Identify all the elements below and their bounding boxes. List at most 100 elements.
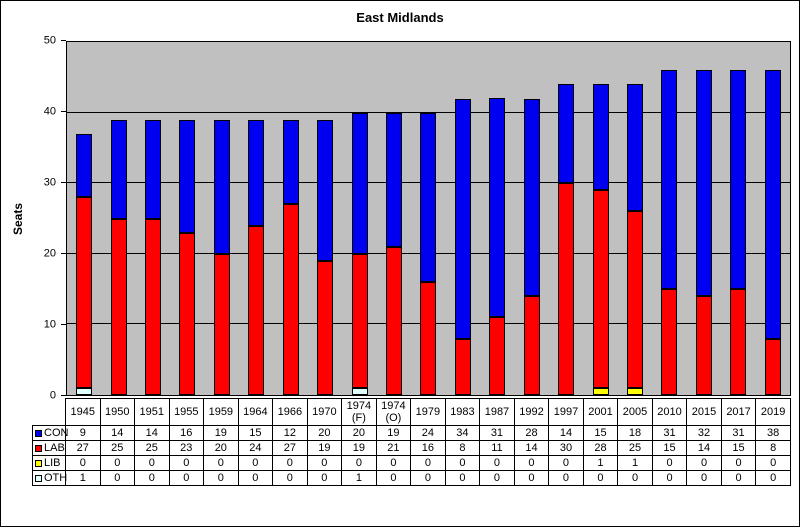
bar-1951 bbox=[145, 42, 162, 395]
value-cell-LIB-1983: 0 bbox=[444, 455, 481, 471]
value-cell-CON-2001: 15 bbox=[582, 425, 619, 441]
value-cell-LIB-1979: 0 bbox=[410, 455, 446, 471]
year-header-1945: 1945 bbox=[65, 398, 101, 426]
bar-segment-LAB-2017 bbox=[730, 289, 747, 395]
y-tick-label-20: 20 bbox=[43, 247, 56, 260]
value-cell-LAB-1959: 20 bbox=[203, 440, 239, 456]
y-tick-label-10: 10 bbox=[43, 318, 56, 331]
year-header-2017: 2017 bbox=[720, 398, 757, 426]
value-cell-LAB-1992: 14 bbox=[513, 440, 550, 456]
bar-1979 bbox=[420, 42, 437, 395]
table-row-OTH: OTH 1 0 0 0 0 0 0 0 1 0 0 0 0 0 0 0 0 0 0 0 0 bbox=[32, 470, 791, 486]
bar-segment-CON-2015 bbox=[695, 70, 712, 297]
bar-segment-CON-2010 bbox=[661, 70, 678, 290]
value-cell-CON-1964: 15 bbox=[237, 425, 274, 441]
bar-segment-CON-1979 bbox=[420, 112, 437, 283]
value-cell-OTH-2019: 0 bbox=[755, 470, 791, 486]
bar-segment-CON-1964 bbox=[248, 119, 265, 226]
table-header-row: 1945 1950 1951 1955 1959 1964 1966 1970 1974 (F)… bbox=[33, 398, 791, 426]
y-tick-label-30: 30 bbox=[43, 176, 56, 189]
value-cell-LIB-1950: 0 bbox=[99, 455, 136, 471]
value-cell-OTH-1955: 0 bbox=[168, 470, 205, 486]
value-cell-OTH-1974 (O): 0 bbox=[375, 470, 412, 486]
bar-1992 bbox=[523, 42, 540, 395]
value-cell-CON-2010: 31 bbox=[651, 425, 688, 441]
legend-swatch-OTH bbox=[35, 475, 42, 482]
value-cell-OTH-1959: 0 bbox=[203, 470, 239, 486]
value-cell-LIB-1974 (F): 0 bbox=[341, 455, 377, 471]
legend-label-CON: CON bbox=[44, 427, 69, 439]
bar-segment-CON-1997 bbox=[558, 84, 575, 184]
bar-segment-LAB-1987 bbox=[489, 317, 506, 395]
bar-1974 (O) bbox=[386, 42, 402, 395]
year-header-2005: 2005 bbox=[617, 398, 653, 426]
bar-segment-LAB-2005 bbox=[626, 211, 643, 388]
legend-cell-LAB: LAB bbox=[32, 440, 66, 456]
value-cell-LAB-1964: 24 bbox=[237, 440, 274, 456]
value-cell-LIB-1945: 0 bbox=[65, 455, 101, 471]
legend-cell-LIB: LIB bbox=[32, 455, 66, 471]
table-corner bbox=[33, 399, 66, 426]
value-cell-LIB-1966: 0 bbox=[272, 455, 308, 471]
bar-segment-LIB-2001 bbox=[592, 387, 609, 395]
bar-1970 bbox=[317, 42, 334, 395]
year-header-2019: 2019 bbox=[755, 398, 791, 426]
value-cell-LIB-1992: 0 bbox=[513, 455, 550, 471]
bar-1955 bbox=[179, 42, 196, 395]
legend-label-OTH: OTH bbox=[44, 472, 68, 484]
bar-1964 bbox=[248, 42, 265, 395]
value-cell-LAB-2017: 15 bbox=[720, 440, 757, 456]
bar-segment-LAB-1983 bbox=[454, 338, 471, 395]
value-cell-OTH-1970: 0 bbox=[306, 470, 343, 486]
value-cell-LIB-2005: 1 bbox=[617, 455, 653, 471]
value-cell-LIB-1970: 0 bbox=[306, 455, 343, 471]
chart-title: East Midlands bbox=[356, 10, 444, 25]
bar-segment-LAB-1945 bbox=[76, 197, 93, 388]
value-cell-LIB-2010: 0 bbox=[651, 455, 688, 471]
bar-segment-LAB-1951 bbox=[145, 218, 162, 395]
value-cell-CON-1951: 14 bbox=[134, 425, 170, 441]
value-cell-CON-2019: 38 bbox=[755, 425, 791, 441]
value-cell-LIB-1951: 0 bbox=[134, 455, 170, 471]
legend-label-LIB: LIB bbox=[44, 457, 61, 469]
value-cell-OTH-1966: 0 bbox=[272, 470, 308, 486]
bar-2001 bbox=[592, 42, 609, 395]
value-cell-CON-1966: 12 bbox=[272, 425, 308, 441]
value-cell-LAB-1974 (F): 19 bbox=[341, 440, 377, 456]
bar-segment-LAB-1970 bbox=[317, 260, 334, 395]
y-tick-mark-10 bbox=[61, 324, 66, 325]
bar-segment-CON-1959 bbox=[213, 119, 230, 254]
value-cell-OTH-1979: 0 bbox=[410, 470, 446, 486]
bar-segment-LAB-1966 bbox=[282, 204, 299, 395]
y-tick-mark-0 bbox=[61, 395, 66, 396]
year-header-2015: 2015 bbox=[686, 398, 722, 426]
value-cell-LAB-2010: 15 bbox=[651, 440, 688, 456]
bar-segment-CON-2017 bbox=[730, 70, 747, 290]
bar-segment-CON-2005 bbox=[626, 84, 643, 212]
year-header-1997: 1997 bbox=[548, 398, 584, 426]
bar-segment-CON-1951 bbox=[145, 119, 162, 219]
bar-segment-LAB-1997 bbox=[558, 183, 575, 395]
bar-segment-CON-1950 bbox=[110, 119, 127, 219]
bar-segment-CON-1974 (F) bbox=[351, 112, 368, 254]
bar-1987 bbox=[489, 42, 506, 395]
value-cell-OTH-1987: 0 bbox=[479, 470, 515, 486]
bar-segment-CON-1974 (O) bbox=[386, 112, 402, 247]
value-cell-OTH-1974 (F): 1 bbox=[341, 470, 377, 486]
year-header-1987: 1987 bbox=[479, 398, 515, 426]
year-header-1979: 1979 bbox=[410, 398, 446, 426]
year-header-2001: 2001 bbox=[582, 398, 619, 426]
bar-segment-LAB-1992 bbox=[523, 296, 540, 395]
value-cell-LIB-1955: 0 bbox=[168, 455, 205, 471]
value-cell-LAB-1974 (O): 21 bbox=[375, 440, 412, 456]
value-cell-LAB-1955: 23 bbox=[168, 440, 205, 456]
bar-segment-CON-1983 bbox=[454, 98, 471, 339]
value-cell-CON-1983: 34 bbox=[444, 425, 481, 441]
value-cell-OTH-1951: 0 bbox=[134, 470, 170, 486]
bar-segment-LAB-1959 bbox=[213, 253, 230, 395]
value-cell-CON-2017: 31 bbox=[720, 425, 757, 441]
data-table: 1945 1950 1951 1955 1959 1964 1966 1970 1974 (F)… bbox=[32, 398, 791, 486]
bars bbox=[67, 42, 790, 395]
value-cell-CON-1992: 28 bbox=[513, 425, 550, 441]
